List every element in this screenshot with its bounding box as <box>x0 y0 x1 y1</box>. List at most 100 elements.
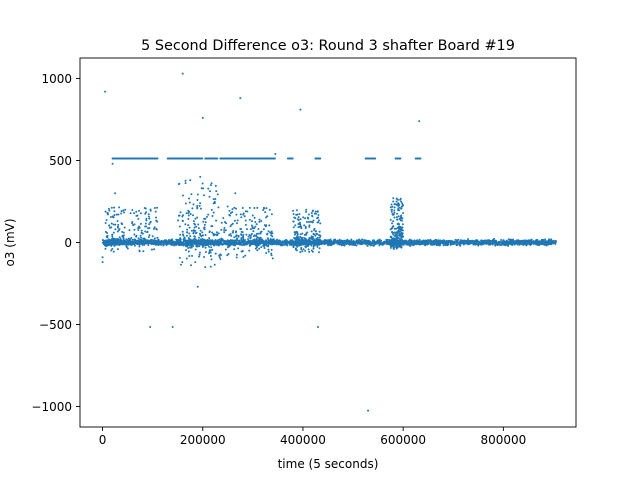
spike-point <box>196 193 199 196</box>
band-point <box>487 240 490 243</box>
spike-point <box>212 211 215 214</box>
spike-point <box>396 212 399 215</box>
spike-point <box>108 209 111 212</box>
band-point <box>346 241 349 244</box>
spike-point <box>113 206 116 209</box>
spike-point <box>397 215 400 218</box>
spike-point <box>395 245 398 248</box>
spike-point <box>223 241 226 244</box>
spike-point <box>107 244 110 247</box>
band-point <box>278 241 281 244</box>
spike-point <box>395 197 398 200</box>
spike-point <box>298 213 301 216</box>
spike-point <box>270 248 273 251</box>
band-point <box>520 240 523 243</box>
spike-point <box>208 237 211 240</box>
spike-point <box>122 209 125 212</box>
spike-point <box>197 227 200 230</box>
band-point <box>446 244 449 247</box>
spike-point <box>392 197 395 200</box>
spike-point <box>216 193 219 196</box>
spike-point <box>259 232 262 235</box>
band-point <box>310 244 313 247</box>
band-point <box>429 239 432 242</box>
band-point <box>513 242 516 245</box>
spike-point <box>177 214 180 217</box>
spike-point <box>182 234 185 237</box>
spike-point <box>191 244 194 247</box>
spike-point <box>248 249 251 252</box>
spike-point <box>211 225 214 228</box>
spike-point <box>196 204 199 207</box>
spike-point <box>304 238 307 241</box>
band-point <box>472 240 475 243</box>
spike-point <box>244 219 247 222</box>
band-point <box>479 243 482 246</box>
spike-point <box>252 235 255 238</box>
spike-point <box>264 211 267 214</box>
band-point <box>435 242 438 245</box>
spike-point <box>119 241 122 244</box>
spike-point <box>258 220 261 223</box>
spike-point <box>185 239 188 242</box>
spike-point <box>259 231 262 234</box>
spike-point <box>193 235 196 238</box>
spike-point <box>266 232 269 235</box>
band-point <box>316 244 319 247</box>
spike-point <box>267 250 270 253</box>
spike-point <box>298 225 301 228</box>
spike-point <box>121 230 124 233</box>
band-point <box>496 244 499 247</box>
spike-point <box>120 240 123 243</box>
band-point <box>525 243 528 246</box>
spike-point <box>219 257 222 260</box>
spike-point <box>401 234 404 237</box>
spike-point <box>294 224 297 227</box>
spike-point <box>110 249 113 252</box>
spike-point <box>113 240 116 243</box>
spike-point <box>213 263 216 266</box>
spike-point <box>296 238 299 241</box>
band-point <box>337 241 340 244</box>
spike-point <box>263 207 266 210</box>
x-axis: 0 200000 400000 600000 800000 <box>99 427 526 447</box>
y-tick-label: −1000 <box>31 400 72 414</box>
spike-point <box>228 209 231 212</box>
band-point <box>328 241 331 244</box>
spike-point <box>299 223 302 226</box>
spike-point <box>313 212 316 215</box>
band-point <box>354 240 357 243</box>
spike-point <box>269 231 272 234</box>
spike-point <box>140 238 143 241</box>
spike-point <box>393 237 396 240</box>
spike-point <box>390 203 393 206</box>
spike-point <box>299 218 302 221</box>
spike-point <box>197 239 200 242</box>
spike-point <box>121 234 124 237</box>
band-point <box>171 243 174 246</box>
spike-point <box>198 245 201 248</box>
spike-point <box>237 241 240 244</box>
spike-point <box>395 216 398 219</box>
band-point <box>370 242 373 245</box>
spike-point <box>397 226 400 229</box>
spike-point <box>311 215 314 218</box>
spike-point <box>210 246 213 249</box>
spike-point <box>137 217 140 220</box>
spike-point <box>213 200 216 203</box>
spike-point <box>254 225 257 228</box>
spike-point <box>200 187 203 190</box>
band-point <box>341 241 344 244</box>
spike-point <box>140 229 143 232</box>
spike-point <box>389 246 392 249</box>
band-point <box>356 239 359 242</box>
band-point <box>386 238 389 241</box>
spike-point <box>181 241 184 244</box>
spike-point <box>244 241 247 244</box>
band-point <box>411 242 414 245</box>
spike-point <box>111 247 114 250</box>
spike-point <box>393 209 396 212</box>
spike-point <box>190 193 193 196</box>
spike-point <box>270 254 273 257</box>
